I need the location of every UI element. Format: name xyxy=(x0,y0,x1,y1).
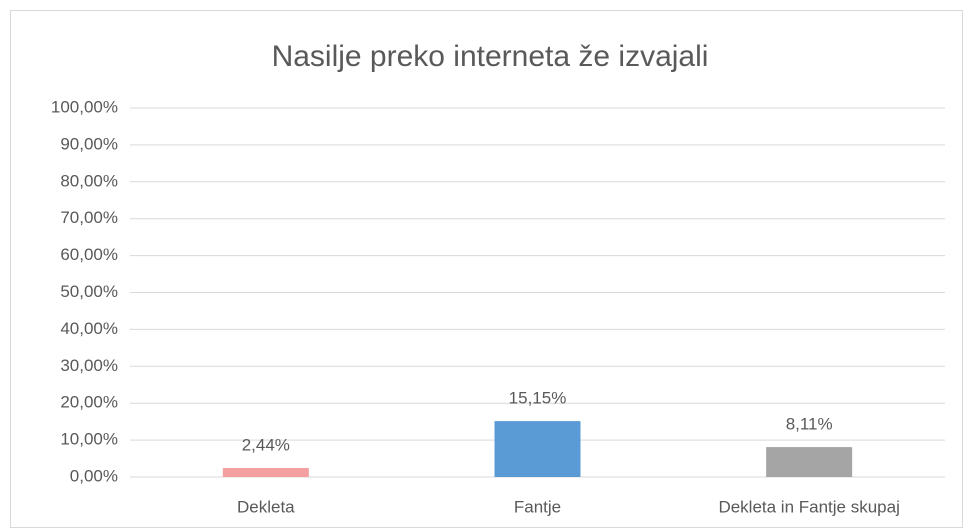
chart-border xyxy=(10,10,963,528)
y-tick-label: 80,00% xyxy=(60,171,118,190)
y-tick-label: 50,00% xyxy=(60,282,118,301)
y-tick-label: 70,00% xyxy=(60,208,118,227)
y-tick-label: 60,00% xyxy=(60,245,118,264)
y-tick-label: 40,00% xyxy=(60,319,118,338)
data-label: 2,44% xyxy=(242,435,290,454)
chart-title: Nasilje preko interneta že izvajali xyxy=(272,40,709,73)
y-tick-label: 100,00% xyxy=(51,97,118,116)
y-tick-label: 90,00% xyxy=(60,134,118,153)
bar xyxy=(222,467,309,477)
y-tick-label: 0,00% xyxy=(70,466,118,485)
bar xyxy=(494,421,581,477)
y-tick-label: 20,00% xyxy=(60,393,118,412)
x-tick-label: Dekleta xyxy=(237,497,295,516)
y-tick-label: 30,00% xyxy=(60,356,118,375)
data-label: 8,11% xyxy=(786,415,833,434)
bar xyxy=(766,447,853,477)
data-label: 15,15% xyxy=(509,389,567,408)
x-tick-label: Fantje xyxy=(514,497,561,516)
y-tick-label: 10,00% xyxy=(60,430,118,449)
x-tick-label: Dekleta in Fantje skupaj xyxy=(718,497,899,516)
